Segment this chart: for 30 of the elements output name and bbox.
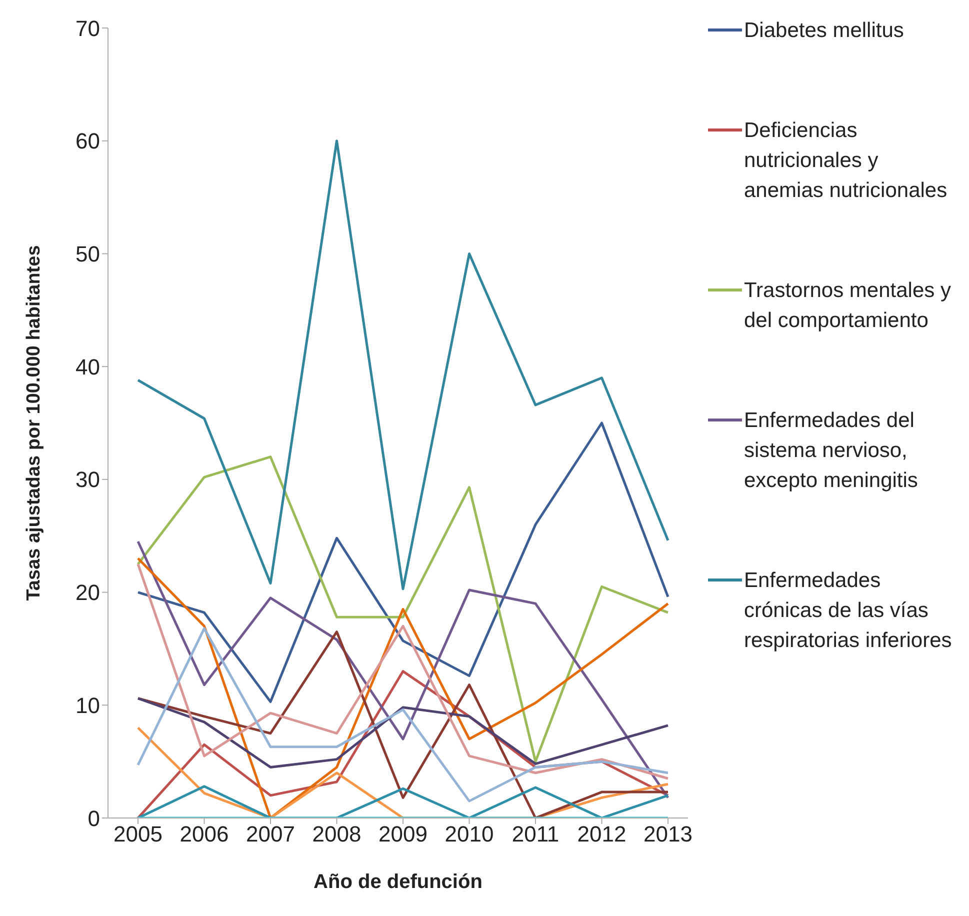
x-tick-label: 2005 <box>114 822 162 847</box>
line-series <box>136 697 670 768</box>
y-tick-label: 50 <box>76 242 100 267</box>
x-tick-label: 2009 <box>378 822 428 847</box>
y-tick-label: 40 <box>76 354 100 380</box>
x-tick-label: 2013 <box>644 822 692 847</box>
y-tick-label: 0 <box>88 806 100 831</box>
y-tick-label: 20 <box>76 580 100 606</box>
line-series <box>136 562 670 780</box>
line-series <box>136 422 670 704</box>
y-tick-label: 30 <box>76 467 100 492</box>
y-tick-label: 10 <box>76 692 100 718</box>
legend-label: Trastornos mentales y del comportamiento <box>744 278 952 334</box>
line-series <box>136 456 670 763</box>
y-axis-title: Tasas ajustadas por 100.000 habitantes <box>24 245 45 601</box>
x-tick-label: 2008 <box>312 822 362 847</box>
legend-label: Enfermedades del sistema nervioso, excepto meningitis <box>744 408 919 494</box>
x-axis-title: Año de defunción <box>314 871 482 893</box>
legend-label: Enfermedades crónicas de las vías respiratorias inferiores <box>744 568 953 654</box>
legend-label: Diabetes mellitus <box>744 18 904 44</box>
x-tick-label: 2010 <box>444 822 494 847</box>
line-series <box>136 140 670 590</box>
x-tick-label: 2006 <box>180 822 229 847</box>
y-tick-label: 70 <box>76 16 100 41</box>
y-tick-label: 60 <box>76 128 100 154</box>
x-tick-label: 2007 <box>246 822 295 847</box>
legend-label: Deficiencias nutricionales y anemias nutricionales <box>744 118 948 204</box>
x-tick-label: 2011 <box>512 822 560 847</box>
x-tick-label: 2012 <box>577 822 626 847</box>
line-series <box>136 785 670 818</box>
